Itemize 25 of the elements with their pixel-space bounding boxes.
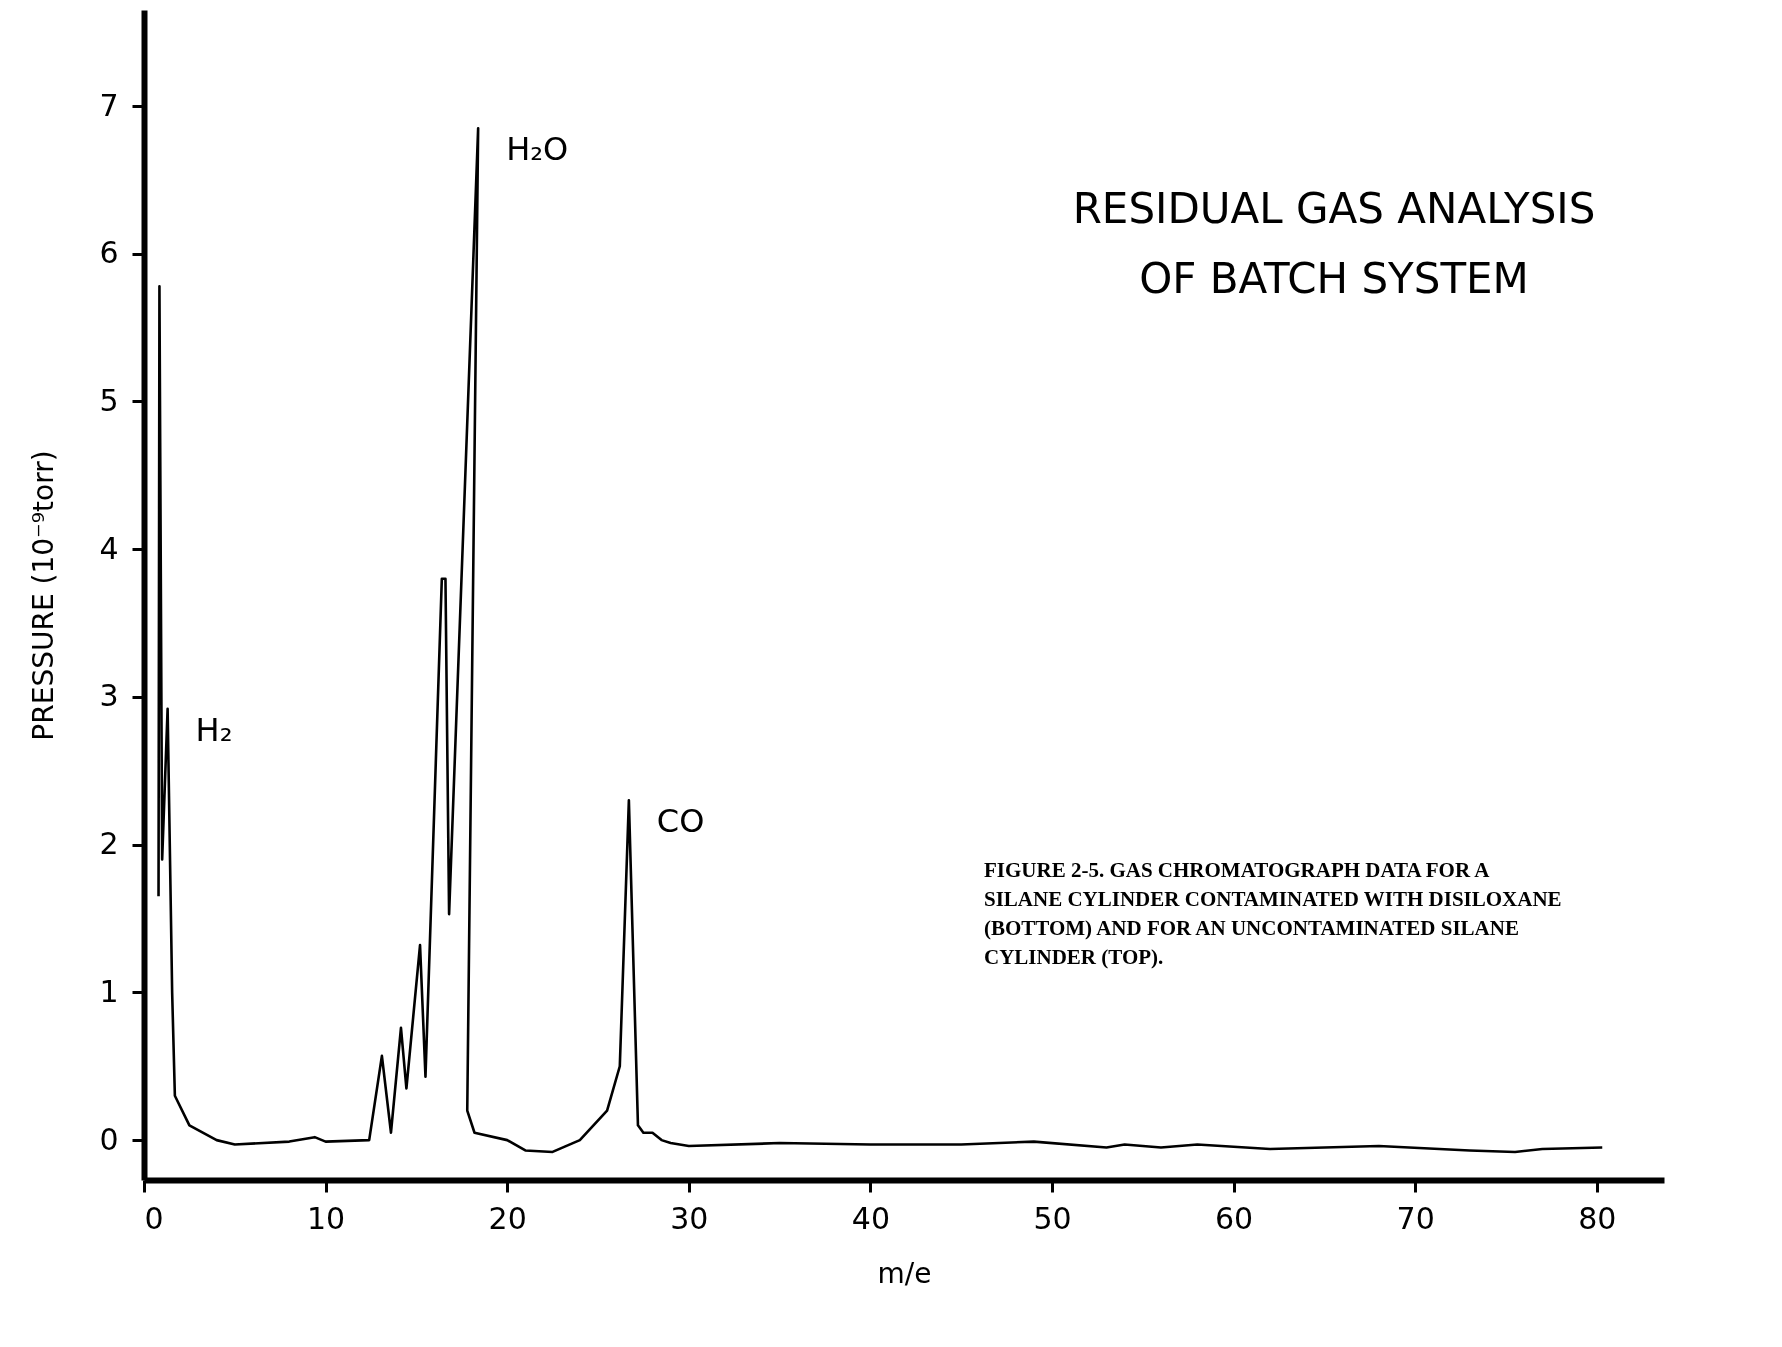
- y-tick-label: 4: [99, 530, 119, 566]
- x-tick-label: 10: [307, 1200, 346, 1236]
- x-tick-label: 30: [670, 1200, 709, 1236]
- x-tick-label: 50: [1033, 1200, 1072, 1236]
- y-tick-label: 2: [99, 826, 119, 862]
- y-tick-label: 6: [99, 235, 119, 271]
- text: RESIDUAL GAS ANALYSIS OF BATCH SYSTEM: [1072, 184, 1596, 303]
- y-tick-label: 3: [99, 678, 119, 714]
- line-series: [157, 126, 1604, 1154]
- x-tick-label: 0: [144, 1200, 164, 1236]
- y-tick-label: 7: [99, 87, 119, 123]
- x-tick-label: 60: [1215, 1200, 1254, 1236]
- x-tick-label: 70: [1396, 1200, 1435, 1236]
- y-tick-label: 5: [99, 382, 119, 418]
- x-tick-label: 80: [1578, 1200, 1617, 1236]
- annotation: H₂: [195, 710, 233, 749]
- annotation: FIGURE 2-5. GAS CHROMATOGRAPH DATA FOR A SILANE CYLINDER CONTAMINATED WITH DISILOXANE (BOTTOM) AND FOR AN UNCONTAMINATED SILANE CYLINDER (TOP).: [984, 858, 1562, 969]
- annotation: H₂O: [506, 130, 569, 169]
- x-tick-label: 20: [488, 1200, 527, 1236]
- annotation: CO: [656, 802, 705, 841]
- y-axis-title: PRESSURE (10⁻⁹torr): [27, 450, 61, 741]
- y-tick-label: 0: [99, 1121, 119, 1157]
- x-axis-title: m/e: [877, 1256, 932, 1290]
- x-tick-label: 40: [851, 1200, 890, 1236]
- y-tick-label: 1: [99, 973, 119, 1009]
